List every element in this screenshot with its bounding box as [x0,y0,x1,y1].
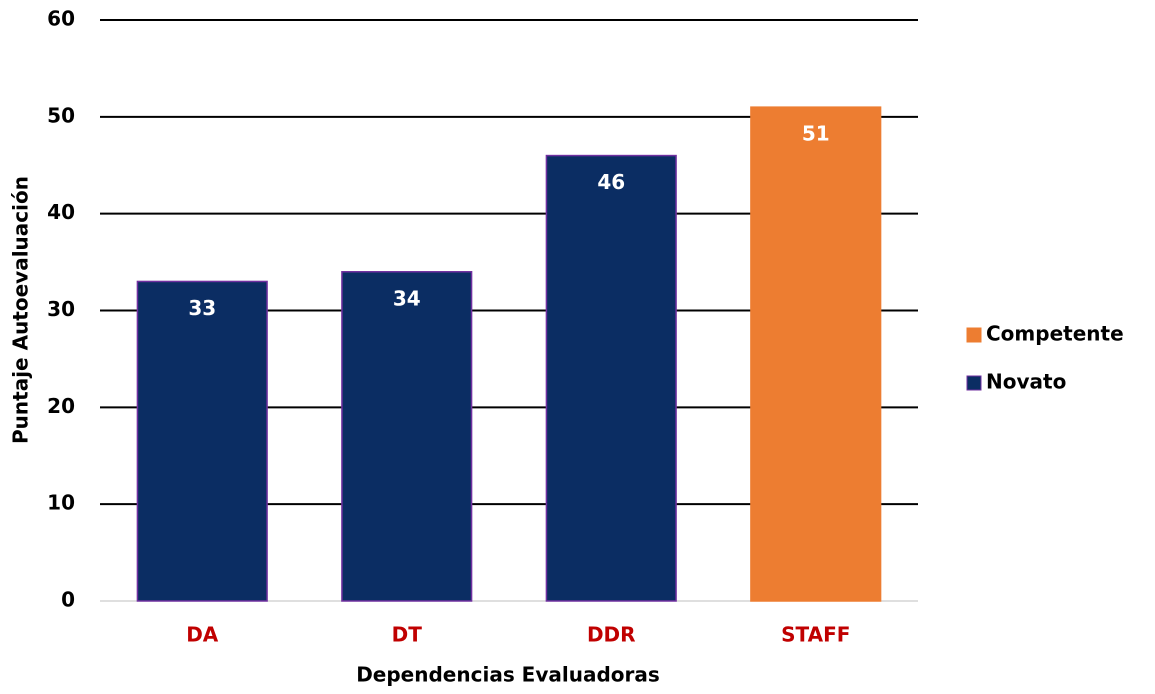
y-tick-label: 30 [47,297,75,321]
y-tick-label: 0 [61,588,75,612]
y-axis-title: Puntaje Autoevaluación [9,176,33,444]
y-tick-label: 20 [47,394,75,418]
legend-label: Novato [986,370,1066,394]
y-tick-label: 40 [47,200,75,224]
data-label: 51 [802,122,830,146]
bar [545,154,677,602]
x-tick-label: DA [186,623,219,647]
data-label: 46 [597,170,625,194]
x-tick-label: DDR [587,623,636,647]
bar [750,106,882,602]
data-label: 34 [393,286,421,310]
bar [341,271,473,602]
legend-swatch [966,375,982,391]
x-tick-label: DT [392,623,423,647]
y-tick-label: 50 [47,103,75,127]
y-tick-label: 60 [47,7,75,31]
bar [136,280,268,602]
legend-label: Competente [986,322,1124,346]
x-axis-title: Dependencias Evaluadoras [356,663,660,687]
data-label: 33 [188,296,216,320]
legend-swatch [966,327,982,343]
x-tick-label: STAFF [781,623,850,647]
y-tick-label: 10 [47,491,75,515]
